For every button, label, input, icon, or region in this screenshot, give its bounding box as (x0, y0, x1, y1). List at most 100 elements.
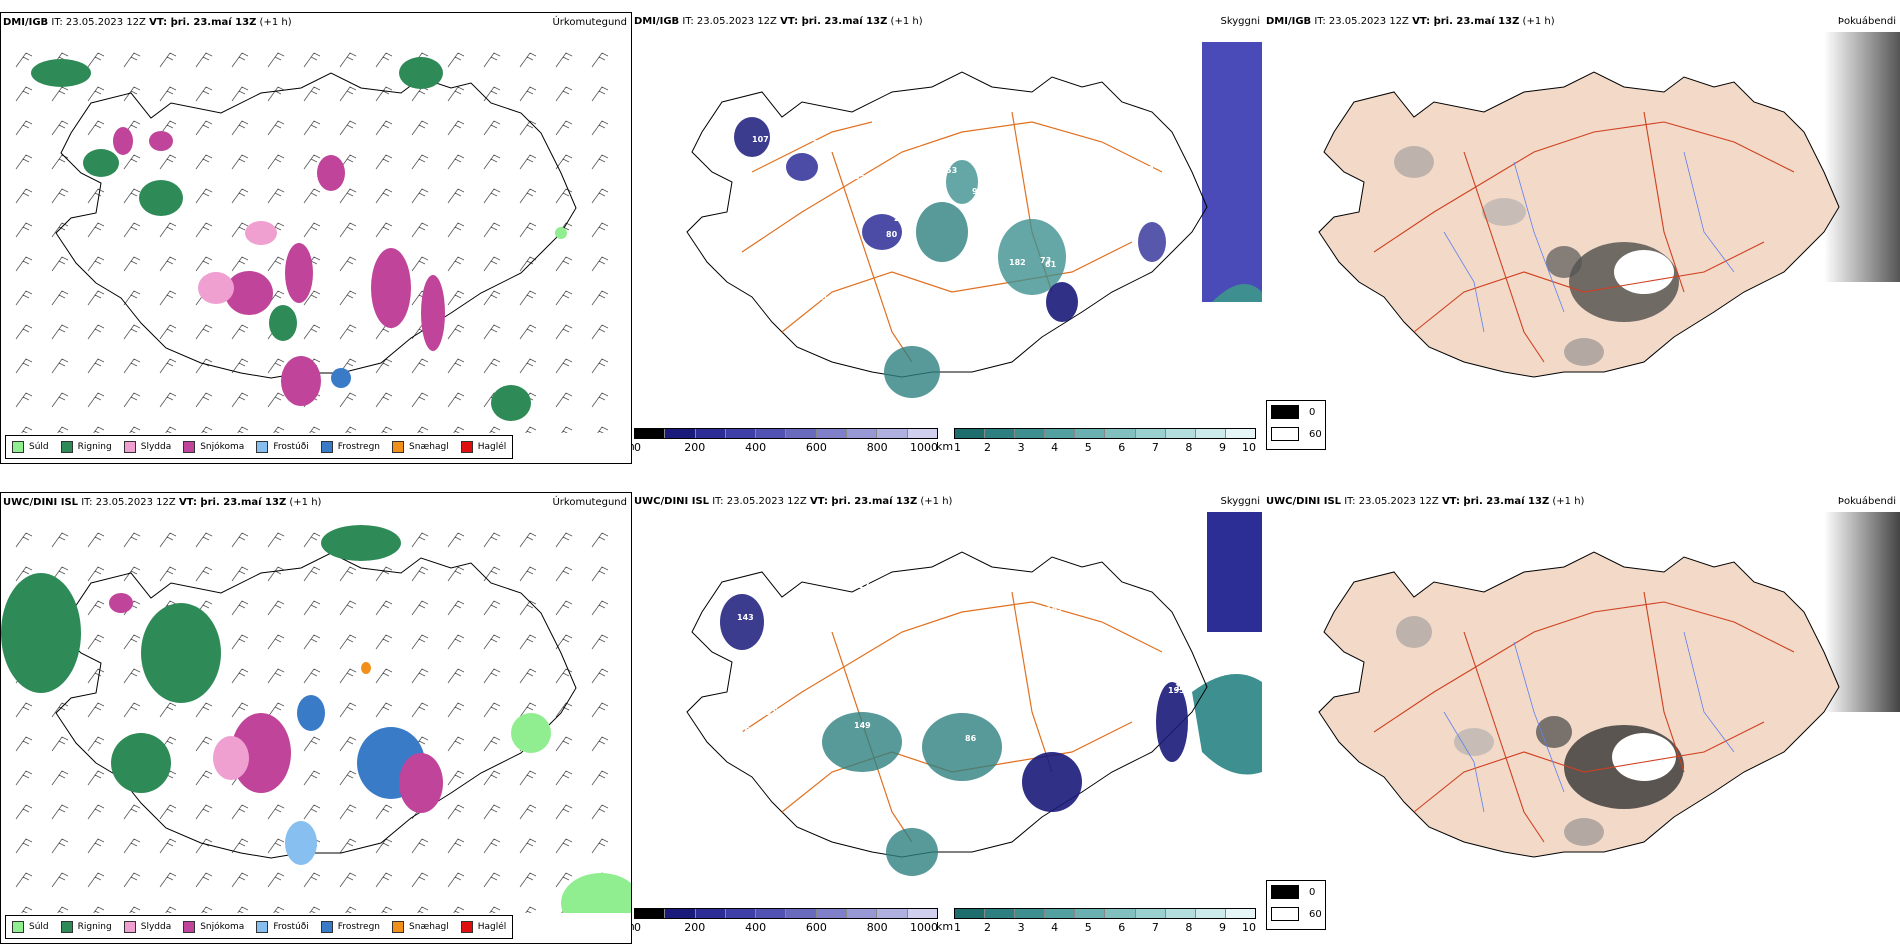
colorbar-bin (1195, 429, 1226, 438)
legend-label: Rigning (77, 442, 112, 452)
cloud-areas (720, 594, 1188, 876)
colorbar-tick-label: 400 (745, 921, 767, 934)
colorbar-bin (985, 429, 1016, 438)
ceiling-value-label: 866 (900, 97, 917, 106)
fog-legend-label: 60 (1309, 908, 1322, 920)
colorbar-tick-label: 600 (805, 441, 827, 454)
legend-item: Súld (12, 921, 49, 933)
ceiling-value-label: 150 (913, 808, 930, 817)
legend-item: Frostregn (320, 921, 381, 933)
legend-item: Snjókoma (183, 441, 244, 453)
ceiling-value-label: 196 (983, 852, 1000, 861)
ceiling-value-label: 994 (980, 631, 997, 640)
colorbar-bin (665, 429, 696, 438)
valid-time: VT: þri. 23.maí 13Z (1412, 16, 1520, 27)
ceiling-value-label: 72 (864, 569, 875, 578)
colorbar-bin (725, 429, 757, 438)
fog-legend-row: 60 (1267, 903, 1325, 925)
legend-swatch (460, 921, 473, 933)
legend-swatch (183, 921, 196, 933)
valid-time: VT: þri. 23.maí 13Z (178, 497, 287, 508)
colorbar-bin (1135, 909, 1166, 918)
legend-swatch (460, 441, 473, 453)
colorbar-bin (847, 909, 878, 918)
ceiling-value-label: 134 (745, 199, 762, 208)
precip-areas (31, 57, 567, 421)
visibility-colorbar: 1 2 3 4 5 6 7 8 9 10 km (936, 908, 1256, 938)
colorbar-bin (1225, 909, 1255, 918)
colorbar-tick-label: 4 (1051, 441, 1059, 454)
model-name: UWC/DINI ISL (3, 497, 79, 508)
legend-swatch (12, 441, 24, 453)
ceiling-value-label: 184 (895, 314, 912, 323)
model-name: DMI/IGB (634, 16, 680, 27)
legend-label: Haglél (477, 922, 507, 932)
colorbar-bin (877, 429, 908, 438)
fog-areas (1394, 146, 1679, 366)
colorbar-tick-label: 200 (684, 921, 706, 934)
ceiling-value-label: 80 (886, 230, 898, 239)
legend-label: Súld (29, 922, 49, 932)
init-time: IT: 23.05.2023 12Z (1344, 496, 1439, 507)
ceiling-value-label: 438 (1137, 165, 1154, 174)
ceiling-value-label: 238 (1056, 668, 1073, 677)
fog-map (1318, 32, 1900, 378)
colorbar-tick-label: 1000 (910, 441, 938, 454)
colorbar-bin (1075, 909, 1106, 918)
legend-item: Súld (12, 441, 49, 453)
fog-legend-swatch (1271, 885, 1299, 899)
fog-legend-label: 0 (1309, 406, 1316, 418)
legend-label: Snjókoma (200, 442, 245, 452)
ceiling-value-label: 71 (971, 853, 983, 862)
panel-title: Úrkomutegund (552, 17, 627, 28)
ceiling-value-label: 92 (972, 187, 983, 196)
fog-legend-row: 0 (1267, 401, 1325, 423)
ceiling-value-label: 59 (760, 708, 772, 717)
iceland-outline (686, 551, 1208, 858)
colorbar-tick-label: 7 (1151, 441, 1159, 454)
colorbar-bin (1165, 909, 1196, 918)
ceiling-value-label: 103 (1037, 636, 1054, 645)
model-name: UWC/DINI ISL (1266, 496, 1342, 507)
ceiling-value-label: 113 (1038, 109, 1055, 118)
rivers (1443, 151, 1735, 333)
iceland-land (1318, 551, 1840, 858)
legend-label: Snæhagl (409, 442, 449, 452)
legend-label: Frostregn (337, 922, 381, 932)
panel-header: DMI/IGB IT: 23.05.2023 12Z VT: þri. 23.m… (1264, 12, 1900, 32)
panel-title: Úrkomutegund (552, 497, 627, 508)
cloud-ceiling-colorbar: 0 200 400 600 800 1000 m (632, 908, 938, 938)
ceiling-value-label: 167 (739, 726, 756, 735)
ceiling-value-label: 36 (750, 665, 762, 674)
colorbar-bin (877, 909, 908, 918)
panel-header: UWC/DINI ISL IT: 23.05.2023 12Z VT: þri.… (1264, 492, 1900, 512)
ceiling-value-label: 69 (720, 777, 732, 786)
ceiling-value-label: 969 (1130, 684, 1147, 693)
ceiling-value-label: 183 (1130, 352, 1147, 361)
panel-title: Skyggni (1220, 496, 1260, 507)
colorbar-tick-label: 3 (1017, 441, 1025, 454)
legend-item: Haglél (460, 921, 507, 933)
colorbar-tick-label: 400 (745, 441, 767, 454)
colorbar-bin (1015, 429, 1046, 438)
legend-item: Snæhagl (392, 441, 449, 453)
colorbar-bin (955, 429, 986, 438)
panel-header: DMI/IGB IT: 23.05.2023 12Z VT: þri. 23.m… (1, 13, 631, 33)
fog-legend-label: 0 (1309, 886, 1316, 898)
rivers (1443, 631, 1735, 813)
colorbar-bin (635, 429, 666, 438)
valid-time: VT: þri. 23.maí 13Z (809, 496, 918, 507)
legend-item: Rigning (60, 441, 112, 453)
colorbar-bin (1045, 429, 1076, 438)
colorbar-bin (816, 909, 848, 918)
ceiling-value-label: 133 (898, 138, 915, 147)
colorbar-bin (1105, 909, 1136, 918)
ceiling-value-label: 149 (854, 721, 871, 730)
ceiling-value-label: 182 (1009, 258, 1026, 267)
init-time: IT: 23.05.2023 12Z (682, 16, 777, 27)
legend-swatch (60, 441, 73, 453)
ceiling-panel-bottom: UWC/DINI ISL IT: 23.05.2023 12Z VT: þri.… (632, 492, 1264, 944)
colorbar-tick-label: 8 (1185, 441, 1193, 454)
colorbar-bin (1195, 909, 1226, 918)
legend-item: Snæhagl (392, 921, 449, 933)
